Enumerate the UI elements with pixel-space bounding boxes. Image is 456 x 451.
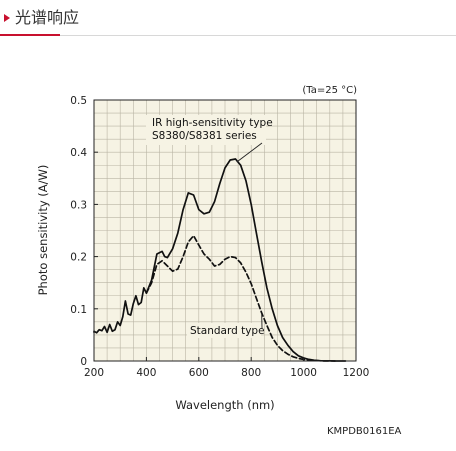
y-tick-label: 0 — [80, 356, 87, 368]
plot-frame — [93, 99, 357, 362]
header-accent-underline — [0, 34, 60, 36]
plot-border — [93, 99, 357, 362]
ir-series-label: IR high-sensitivity type — [152, 117, 273, 129]
ir-label-leader-line — [236, 142, 263, 163]
standard-label-backdrop — [187, 323, 261, 338]
ir-series-label: S8380/S8381 series — [152, 130, 257, 142]
y-tick-label: 0.5 — [70, 95, 87, 107]
spectral-response-chart: 200 400 600 800 1000 1200 0 0.1 0.2 0.3 0.4 0.5 (Ta… — [36, 85, 369, 412]
y-tick-label: 0.3 — [70, 199, 87, 211]
x-tick-label: 400 — [136, 367, 156, 379]
temperature-condition-label: (Ta=25 °C) — [302, 85, 357, 96]
y-tick-label: 0.4 — [70, 147, 87, 159]
x-tick-label: 800 — [241, 367, 261, 379]
x-axis-label: Wavelength (nm) — [175, 398, 274, 412]
ir-high-sensitivity-curve — [93, 158, 347, 362]
x-tick-label: 1200 — [343, 367, 370, 379]
y-axis-label: Photo sensitivity (A/W) — [36, 165, 50, 296]
y-tick-label: 0.2 — [70, 252, 87, 264]
triangle-marker-icon — [4, 14, 10, 22]
figure-code: KMPDB0161EA — [327, 426, 402, 437]
y-tick-label: 0.1 — [70, 304, 87, 316]
section-title: 光谱响应 — [15, 8, 80, 27]
chart-labels: (Ta=25 °C) Wavelength (nm) Photo sensiti… — [36, 85, 357, 412]
section-header: 光谱响应 — [0, 0, 456, 40]
ir-label-backdrop — [146, 115, 266, 145]
x-tick-label: 600 — [189, 367, 209, 379]
standard-series-label: Standard type — [190, 325, 265, 337]
axis-ticks: 200 400 600 800 1000 1200 0 0.1 0.2 0.3 0.4 0.5 — [70, 95, 369, 379]
header-divider — [0, 35, 456, 36]
x-tick-label: 1000 — [290, 367, 317, 379]
x-tick-label: 200 — [84, 367, 104, 379]
